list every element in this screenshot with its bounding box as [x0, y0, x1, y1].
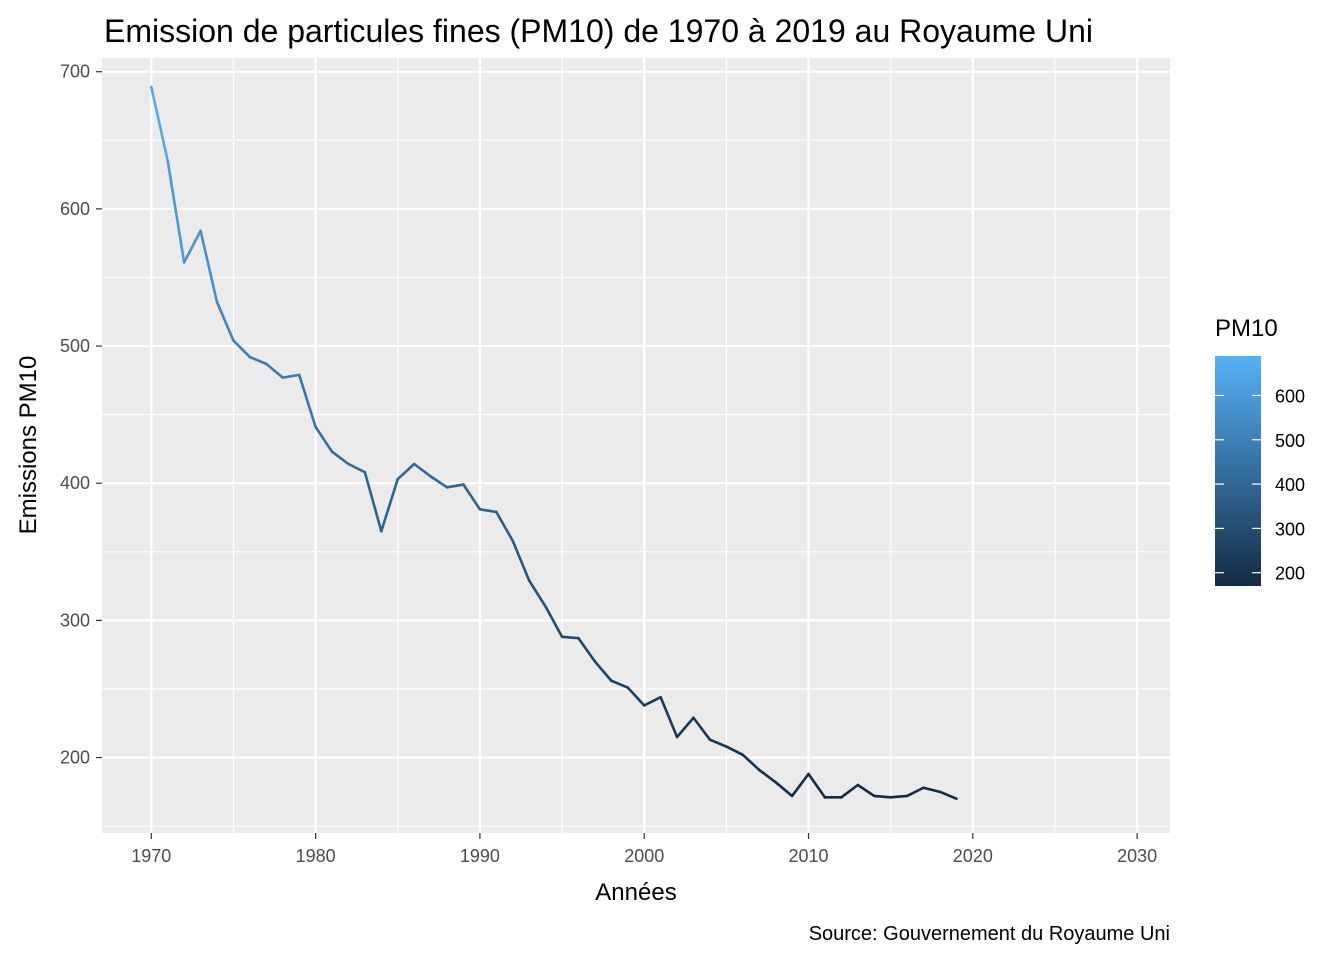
line-segment: [856, 783, 876, 798]
line-segment: [872, 794, 892, 799]
x-tick-label: 2030: [1117, 846, 1157, 866]
line-segment: [626, 686, 646, 707]
x-tick-label: 2020: [953, 846, 993, 866]
x-axis-title: Années: [595, 879, 676, 906]
line-segment: [248, 355, 268, 366]
y-axis: 200 300 400 500 600 700: [60, 62, 102, 768]
line-segment: [347, 462, 367, 474]
line-segment: [577, 636, 597, 663]
legend-tick-label: 200: [1275, 564, 1305, 584]
line-segment: [363, 470, 383, 533]
line-segment: [692, 716, 712, 742]
y-tick-label: 200: [60, 748, 90, 768]
x-tick-label: 1990: [460, 846, 500, 866]
legend: PM10 200 300 400 500 600: [1215, 315, 1305, 586]
line-segment: [527, 579, 547, 608]
minor-gridlines: [102, 58, 1170, 833]
line-segment: [741, 753, 761, 772]
line-segment: [807, 772, 827, 799]
x-tick-label: 1980: [296, 846, 336, 866]
x-tick-label: 2010: [788, 846, 828, 866]
line-segment: [889, 794, 909, 799]
y-tick-label: 400: [60, 473, 90, 493]
line-segment: [478, 507, 498, 514]
line-segment: [905, 786, 925, 798]
line-segment: [297, 373, 317, 429]
line-segment: [840, 783, 860, 799]
y-tick-label: 500: [60, 336, 90, 356]
line-segment: [938, 790, 958, 801]
y-tick-label: 300: [60, 610, 90, 630]
legend-ticks: 200 300 400 500 600: [1215, 386, 1305, 584]
line-segment: [610, 679, 630, 689]
line-segment: [708, 738, 728, 748]
line-segment: [790, 772, 810, 798]
legend-tick-label: 300: [1275, 519, 1305, 539]
y-axis-title: Emissions PM10: [15, 356, 42, 535]
line-segment: [593, 660, 613, 683]
line-segment: [412, 462, 432, 478]
y-tick-label: 600: [60, 199, 90, 219]
line-segment: [330, 450, 350, 466]
x-tick-label: 1970: [131, 846, 171, 866]
line-segment: [182, 229, 202, 264]
line-segment: [445, 483, 465, 489]
line-segment: [314, 425, 334, 453]
line-segment: [642, 695, 662, 707]
line-segment: [429, 475, 449, 489]
legend-tick-label: 400: [1275, 475, 1305, 495]
line-segment: [495, 510, 515, 543]
line-segment: [774, 780, 794, 798]
x-tick-label: 2000: [624, 846, 664, 866]
line-segment: [544, 605, 564, 639]
line-segment: [166, 159, 186, 264]
legend-tick-label: 600: [1275, 386, 1305, 406]
legend-title: PM10: [1215, 315, 1278, 342]
x-axis: 1970 1980 1990 2000 2010 2020 2030: [131, 833, 1157, 866]
chart-caption: Source: Gouvernement du Royaume Uni: [809, 923, 1170, 945]
line-segment: [659, 695, 679, 739]
line-segment: [199, 229, 219, 304]
line-segment: [149, 85, 170, 163]
line-segment: [215, 300, 235, 342]
legend-tick-label: 500: [1275, 431, 1305, 451]
line-segment: [757, 768, 777, 784]
y-tick-label: 700: [60, 62, 90, 82]
line-segment: [511, 539, 531, 582]
line-segment: [675, 716, 695, 739]
series-line: [149, 85, 958, 801]
plot-panel: [102, 58, 1170, 833]
line-segment: [462, 483, 482, 511]
chart-title: Emission de particules fines (PM10) de 1…: [104, 13, 1093, 49]
major-gridlines: [102, 58, 1170, 833]
line-segment: [281, 373, 301, 379]
line-segment: [396, 462, 416, 481]
line-segment: [232, 339, 252, 359]
line-segment: [265, 362, 285, 379]
line-segment: [560, 635, 580, 640]
line-segment: [725, 745, 745, 757]
line-segment: [922, 786, 942, 794]
legend-colorbar: [1215, 356, 1261, 586]
line-segment: [380, 477, 400, 533]
